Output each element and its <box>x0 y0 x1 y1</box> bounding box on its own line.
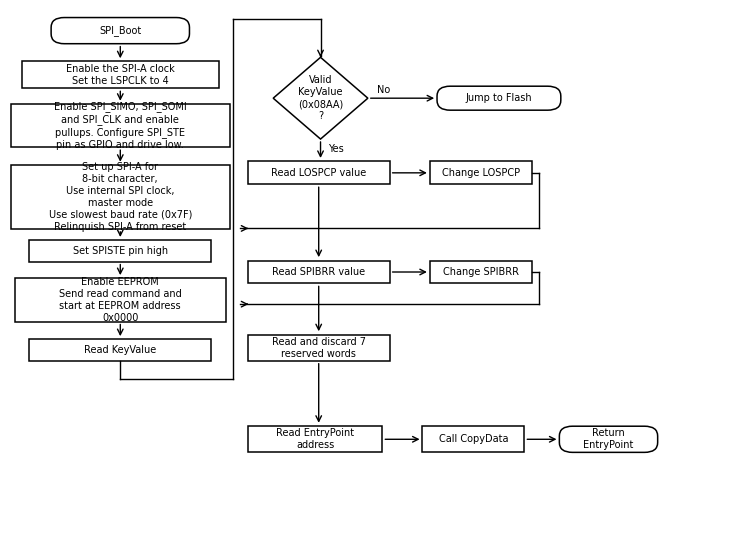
Text: Set up SPI-A for
8-bit character,
Use internal SPI clock,
master mode
Use slowes: Set up SPI-A for 8-bit character, Use in… <box>48 162 192 232</box>
FancyBboxPatch shape <box>11 103 230 147</box>
Text: Set SPISTE pin high: Set SPISTE pin high <box>73 246 168 256</box>
Text: Read SPIBRR value: Read SPIBRR value <box>272 267 366 277</box>
Text: Change SPIBRR: Change SPIBRR <box>443 267 519 277</box>
Text: Read and discard 7
reserved words: Read and discard 7 reserved words <box>272 337 366 359</box>
FancyBboxPatch shape <box>247 261 390 284</box>
Text: Call CopyData: Call CopyData <box>438 434 508 444</box>
FancyBboxPatch shape <box>429 161 532 184</box>
Text: Read KeyValue: Read KeyValue <box>84 345 157 355</box>
Polygon shape <box>273 57 368 139</box>
Text: Return
EntryPoint: Return EntryPoint <box>583 428 634 450</box>
FancyBboxPatch shape <box>29 240 211 262</box>
FancyBboxPatch shape <box>51 18 189 44</box>
FancyBboxPatch shape <box>423 426 525 453</box>
Text: No: No <box>377 85 390 95</box>
FancyBboxPatch shape <box>247 335 390 361</box>
Text: Valid
KeyValue
(0x08AA)
?: Valid KeyValue (0x08AA) ? <box>298 75 343 121</box>
FancyBboxPatch shape <box>15 278 226 321</box>
FancyBboxPatch shape <box>429 261 532 284</box>
Text: Enable SPI_SIMO, SPI_SOMI
and SPI_CLK and enable
pullups. Configure SPI_STE
pin : Enable SPI_SIMO, SPI_SOMI and SPI_CLK an… <box>54 101 186 150</box>
Text: SPI_Boot: SPI_Boot <box>99 25 141 36</box>
Text: Change LOSPCP: Change LOSPCP <box>441 168 520 178</box>
Text: Read LOSPCP value: Read LOSPCP value <box>271 168 366 178</box>
Text: Jump to Flash: Jump to Flash <box>466 93 532 103</box>
FancyBboxPatch shape <box>29 339 211 361</box>
FancyBboxPatch shape <box>247 426 383 453</box>
Text: Read EntryPoint
address: Read EntryPoint address <box>276 428 354 450</box>
FancyBboxPatch shape <box>559 426 658 453</box>
FancyBboxPatch shape <box>437 86 561 110</box>
FancyBboxPatch shape <box>11 165 230 229</box>
Text: Enable EEPROM
Send read command and
start at EEPROM address
0x0000: Enable EEPROM Send read command and star… <box>59 277 182 323</box>
FancyBboxPatch shape <box>247 161 390 184</box>
Text: Enable the SPI-A clock
Set the LSPCLK to 4: Enable the SPI-A clock Set the LSPCLK to… <box>66 64 175 86</box>
FancyBboxPatch shape <box>22 61 218 88</box>
Text: Yes: Yes <box>328 144 343 154</box>
